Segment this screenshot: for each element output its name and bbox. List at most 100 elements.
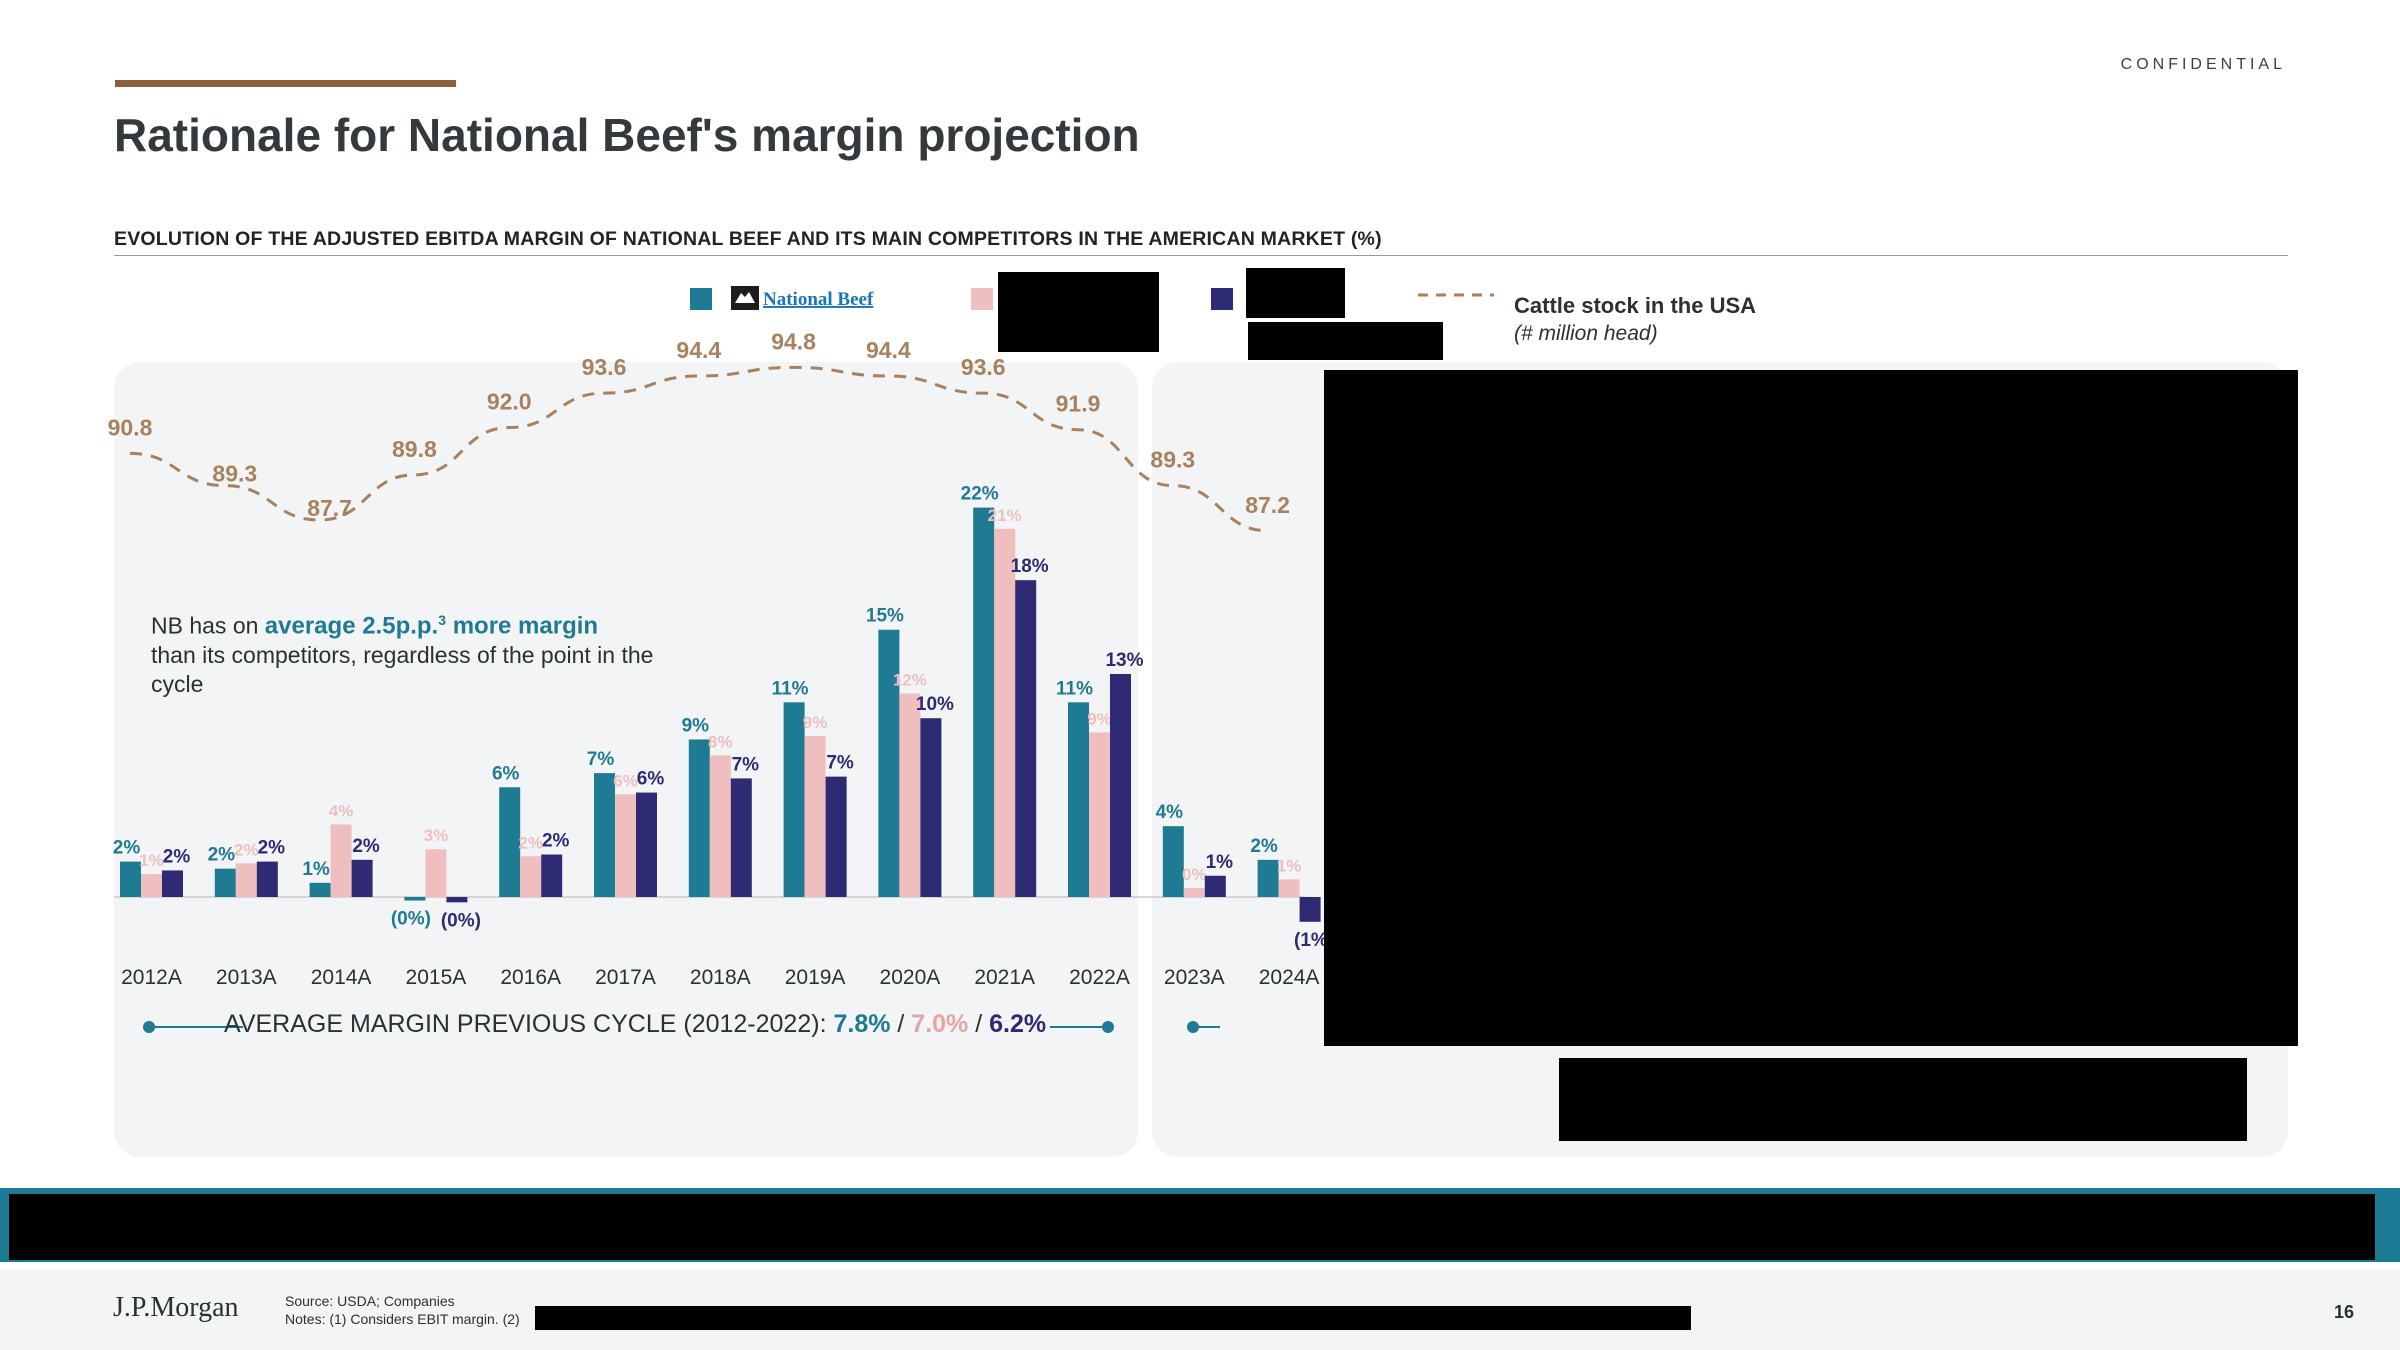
- bar-label-0-2017A: 7%: [587, 749, 615, 770]
- bar-label-0-2016A: 6%: [492, 763, 520, 784]
- legend-cattle-label: Cattle stock in the USA: [1514, 293, 1757, 318]
- bar-label-2-2019A: 7%: [826, 753, 854, 774]
- bar-label-1-2015A: 3%: [424, 826, 449, 845]
- bar-label-1-2013A: 2%: [234, 840, 259, 859]
- bar-competitor-2-2017A: [636, 792, 657, 897]
- bar-label-2-2012A: 2%: [163, 846, 191, 867]
- legend-cattle-line-swatch: [1418, 293, 1494, 297]
- bar-competitor-2-2014A: [351, 859, 373, 897]
- bar-national-beef-2015A: [404, 897, 426, 901]
- chart-subtitle: EVOLUTION OF THE ADJUSTED EBITDA MARGIN …: [114, 228, 1382, 250]
- bar-competitor-2-2023A: [1204, 875, 1226, 897]
- cattle-label-2017: 93.6: [582, 354, 627, 380]
- bar-competitor-2-2020A: [920, 718, 942, 897]
- bar-label-2-2016A: 2%: [542, 831, 570, 852]
- bar-national-beef-2021A: [973, 507, 995, 897]
- bar-competitor-1-2019A: [804, 735, 826, 897]
- x-tick-2017A: 2017A: [595, 966, 656, 989]
- bar-label-2-2018A: 7%: [732, 754, 760, 775]
- cattle-label-2021: 93.6: [961, 354, 1006, 380]
- x-tick-2015A: 2015A: [406, 966, 467, 989]
- average-competitor-b-value: 6.2%: [989, 1010, 1047, 1038]
- bar-competitor-1-2014A: [330, 824, 352, 897]
- bar-label-1-2023A: 0%: [1182, 865, 1207, 884]
- confidential-label: CONFIDENTIAL: [2120, 56, 2286, 73]
- average-sep-2: /: [968, 1010, 990, 1038]
- redacted-legend-competitor-a: [998, 272, 1159, 352]
- bar-competitor-2-2015A: [446, 897, 468, 903]
- legend-cattle-sublabel: (# million head): [1514, 322, 1658, 345]
- bar-label-0-2018A: 9%: [682, 715, 710, 736]
- cattle-label-2023: 89.3: [1150, 447, 1195, 473]
- bar-competitor-2-2012A: [162, 870, 183, 897]
- bar-label-0-2019A: 11%: [772, 678, 809, 699]
- bar-label-2-2020A: 10%: [916, 694, 954, 715]
- bar-competitor-1-2021A: [994, 528, 1016, 897]
- bar-competitor-2-2013A: [256, 861, 278, 897]
- nb-logo-text: National Beef: [763, 289, 874, 310]
- x-tick-2022A: 2022A: [1069, 966, 1130, 989]
- x-tick-2018A: 2018A: [690, 966, 751, 989]
- bar-competitor-1-2024A: [1278, 879, 1300, 897]
- bar-competitor-2-2019A: [825, 776, 847, 897]
- bar-national-beef-2022A: [1068, 702, 1089, 897]
- bar-national-beef-2024A: [1257, 859, 1279, 897]
- bar-label-0-2012A: 2%: [113, 838, 141, 859]
- bar-competitor-1-2012A: [141, 873, 162, 897]
- cattle-label-2014: 87.7: [307, 495, 352, 521]
- average-nb-value: 7.8%: [833, 1010, 891, 1038]
- bar-label-1-2012A: 1%: [139, 851, 164, 870]
- legend-national-beef-swatch: [690, 288, 712, 310]
- bar-label-0-2015A: (0%): [391, 909, 431, 930]
- redacted-projection-note: [1559, 1058, 2247, 1141]
- note-highlight: average 2.5p.p.: [264, 612, 439, 640]
- bar-competitor-1-2016A: [520, 856, 542, 897]
- x-tick-2013A: 2013A: [216, 966, 277, 989]
- bar-national-beef-2013A: [214, 868, 236, 897]
- x-tick-2020A: 2020A: [880, 966, 941, 989]
- average-margin-text: AVERAGE MARGIN PREVIOUS CYCLE (2012-2022…: [224, 1010, 834, 1038]
- bar-label-0-2022A: 11%: [1056, 678, 1093, 699]
- bar-label-1-2020A: 12%: [893, 670, 927, 689]
- redacted-legend-competitor-b: [1246, 268, 1345, 318]
- bar-label-0-2024A: 2%: [1250, 836, 1278, 857]
- bar-national-beef-2017A: [594, 773, 615, 897]
- national-beef-logo: National Beef: [731, 283, 883, 313]
- subtitle-divider: [114, 255, 2288, 256]
- bar-competitor-2-2021A: [1015, 580, 1037, 897]
- x-tick-2016A: 2016A: [500, 966, 561, 989]
- note-rest: than its competitors, regardless of the …: [151, 641, 654, 697]
- note-prefix: NB has on: [151, 612, 265, 639]
- x-tick-2019A: 2019A: [785, 966, 846, 989]
- bar-national-beef-2016A: [499, 787, 521, 897]
- bar-label-0-2013A: 2%: [208, 845, 236, 866]
- cattle-label-2015: 89.8: [392, 436, 437, 462]
- bar-competitor-1-2022A: [1089, 732, 1110, 897]
- bar-label-2-2021A: 18%: [1011, 556, 1049, 577]
- page-number: 16: [2333, 1302, 2354, 1322]
- x-tick-2014A: 2014A: [311, 966, 372, 989]
- bar-label-2-2015A: (0%): [441, 910, 481, 931]
- note-highlight-2: more margin: [446, 612, 599, 640]
- redacted-legend-competitor-b-2: [1248, 322, 1443, 360]
- title-accent-bar: [115, 80, 456, 87]
- bar-national-beef-2020A: [878, 629, 900, 897]
- bar-label-1-2017A: 6%: [613, 771, 638, 790]
- bar-national-beef-2023A: [1162, 826, 1184, 897]
- x-tick-2023A: 2023A: [1164, 966, 1225, 989]
- average-sep-1: /: [890, 1010, 912, 1038]
- bar-label-0-2014A: 1%: [302, 859, 330, 880]
- jpmorgan-logo: J.P.Morgan: [113, 1292, 239, 1323]
- bar-label-1-2018A: 8%: [708, 732, 733, 751]
- note-superscript: 3: [438, 612, 447, 628]
- cattle-stock-line: [129, 365, 1268, 533]
- bar-label-0-2020A: 15%: [866, 606, 904, 627]
- bar-label-0-2023A: 4%: [1156, 802, 1184, 823]
- x-tick-2012A: 2012A: [121, 966, 182, 989]
- page-title: Rationale for National Beef's margin pro…: [114, 109, 1140, 161]
- cattle-label-2019: 94.8: [771, 328, 816, 354]
- cattle-label-2024: 87.2: [1245, 492, 1290, 518]
- redacted-footer-notes: [535, 1306, 1691, 1330]
- bar-label-1-2021A: 21%: [988, 506, 1022, 525]
